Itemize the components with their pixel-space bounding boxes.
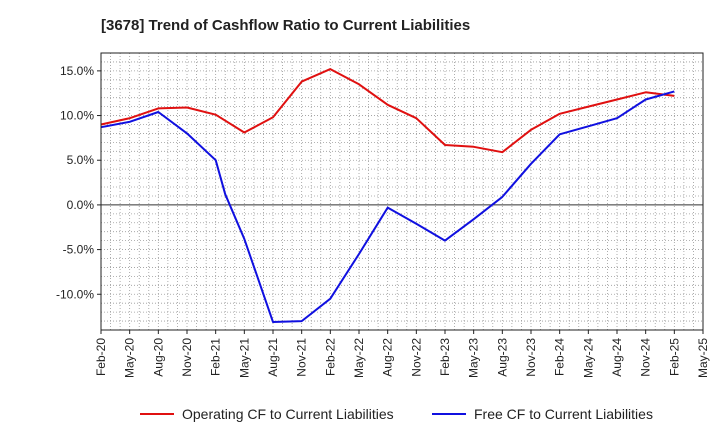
legend-label-1: Operating CF to Current Liabilities — [182, 406, 394, 422]
chart-title: [3678] Trend of Cashflow Ratio to Curren… — [101, 17, 470, 34]
x-tick-label: May-22 — [352, 338, 366, 378]
x-axis-ticks: Feb-20 May-20 Aug-20 Nov-20 Feb-21 May-21 Aug-… — [94, 330, 710, 378]
x-tick-label: May-23 — [467, 338, 481, 378]
y-tick-label: -5.0% — [63, 243, 95, 257]
x-tick-label: Aug-22 — [381, 338, 395, 377]
x-tick-label: Nov-20 — [180, 338, 194, 377]
x-tick-label: Nov-21 — [295, 338, 309, 377]
x-tick-label: Aug-24 — [610, 338, 624, 377]
series-line-2 — [100, 90, 675, 323]
x-tick-label: Feb-25 — [667, 338, 681, 376]
series-lines — [100, 68, 675, 323]
x-tick-label: Feb-24 — [553, 338, 567, 376]
y-tick-label: -10.0% — [56, 287, 94, 301]
y-tick-label: 0.0% — [67, 198, 95, 212]
x-tick-label: Nov-24 — [639, 338, 653, 377]
x-tick-label: Feb-23 — [438, 338, 452, 376]
x-tick-label: Aug-20 — [151, 338, 165, 377]
series-line-1 — [100, 68, 675, 154]
x-tick-label: May-24 — [581, 338, 595, 378]
x-tick-label: Nov-23 — [524, 338, 538, 377]
x-tick-label: Feb-22 — [323, 338, 337, 376]
x-tick-label: May-20 — [123, 338, 137, 378]
x-tick-label: May-25 — [696, 338, 710, 378]
y-tick-label: 5.0% — [67, 153, 95, 167]
y-axis-ticks: 15.0% 10.0% 5.0% 0.0% -5.0% -10.0% — [56, 64, 101, 301]
grid-lines — [101, 52, 703, 331]
plot-frame — [100, 52, 704, 331]
legend-label-2: Free CF to Current Liabilities — [474, 406, 653, 422]
x-tick-label: Feb-20 — [94, 338, 108, 376]
x-tick-label: Aug-21 — [266, 338, 280, 377]
x-tick-label: Feb-21 — [209, 338, 223, 376]
y-tick-label: 10.0% — [60, 109, 94, 123]
x-tick-label: Aug-23 — [495, 338, 509, 377]
legend: Operating CF to Current Liabilities Free … — [140, 406, 653, 422]
x-tick-label: May-21 — [237, 338, 251, 378]
y-tick-label: 15.0% — [60, 64, 94, 78]
x-tick-label: Nov-22 — [409, 338, 423, 377]
